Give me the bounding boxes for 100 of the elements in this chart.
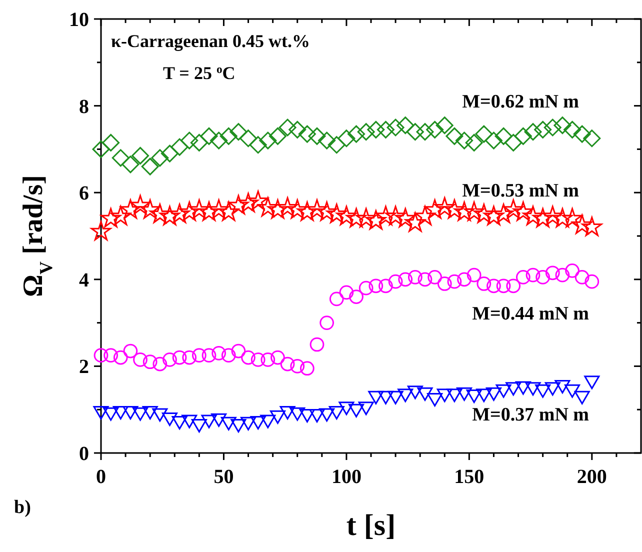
point <box>316 201 337 221</box>
point <box>436 116 454 134</box>
point <box>504 134 522 152</box>
point <box>122 406 138 420</box>
point <box>260 414 276 428</box>
point <box>112 406 128 420</box>
point <box>150 204 170 224</box>
point <box>565 264 580 278</box>
point <box>407 386 423 400</box>
point <box>140 199 160 219</box>
text: b) <box>14 497 31 518</box>
point <box>100 208 121 228</box>
point <box>516 270 530 284</box>
series-label: M=0.62 mN m <box>462 91 580 112</box>
point <box>230 123 248 141</box>
point <box>120 199 141 219</box>
point <box>426 120 444 138</box>
point <box>584 376 600 390</box>
point <box>513 201 534 221</box>
point <box>544 382 560 396</box>
point <box>346 208 366 228</box>
point <box>240 130 258 148</box>
point <box>240 416 256 430</box>
point <box>308 127 326 145</box>
point <box>297 201 318 221</box>
point <box>584 274 600 289</box>
point <box>398 272 413 287</box>
point <box>378 390 394 404</box>
point <box>525 382 541 396</box>
point <box>475 125 493 143</box>
x-tick-label: 200 <box>576 466 607 488</box>
point <box>536 270 550 284</box>
point <box>367 120 385 138</box>
point <box>524 123 542 141</box>
point <box>555 268 570 282</box>
point <box>212 346 226 360</box>
point <box>123 344 138 358</box>
point <box>182 350 197 365</box>
point <box>358 280 374 296</box>
point <box>172 350 187 365</box>
point <box>564 120 582 138</box>
point <box>338 130 356 148</box>
y-tick-label: 10 <box>69 9 89 31</box>
point <box>249 136 267 154</box>
point <box>496 278 511 294</box>
point <box>366 210 386 230</box>
point <box>486 278 501 294</box>
x-tick-label: 100 <box>331 466 362 488</box>
point <box>259 132 277 150</box>
point <box>427 393 443 406</box>
point <box>444 199 465 219</box>
point <box>200 127 218 145</box>
x-tick-label: 0 <box>96 466 106 488</box>
point <box>172 416 188 430</box>
point <box>151 149 169 167</box>
point <box>545 266 560 280</box>
point <box>348 404 364 418</box>
point <box>574 270 590 284</box>
point <box>130 194 150 214</box>
point <box>260 352 276 367</box>
point <box>493 204 514 224</box>
point <box>191 419 207 433</box>
point <box>456 132 474 150</box>
point <box>141 158 159 176</box>
point <box>406 123 424 141</box>
point <box>484 132 502 150</box>
point <box>133 352 148 367</box>
point <box>201 414 217 428</box>
point <box>562 208 582 228</box>
point <box>357 123 375 141</box>
point <box>248 190 268 210</box>
point <box>329 292 344 306</box>
point <box>280 356 295 372</box>
point <box>554 116 572 134</box>
point <box>170 138 188 156</box>
point <box>418 272 432 287</box>
point <box>94 348 108 363</box>
point <box>514 127 532 145</box>
point <box>290 407 306 421</box>
point <box>220 416 236 430</box>
point <box>162 412 178 426</box>
point <box>211 413 227 427</box>
point <box>218 201 239 221</box>
annotation: κ-Carrageenan 0.45 wt.% <box>111 31 310 51</box>
point <box>122 156 140 174</box>
point <box>378 278 393 294</box>
point <box>142 354 158 370</box>
point <box>318 132 336 150</box>
point <box>554 380 570 394</box>
point <box>447 274 462 289</box>
y-tick-label: 0 <box>79 443 89 465</box>
point <box>230 419 246 433</box>
x-axis-title: t [s] <box>346 509 396 542</box>
x-tick-label: 150 <box>454 466 484 488</box>
point <box>574 390 590 404</box>
point <box>395 208 416 228</box>
point <box>290 359 305 374</box>
point <box>339 285 354 300</box>
point <box>192 348 206 363</box>
point <box>221 348 236 363</box>
